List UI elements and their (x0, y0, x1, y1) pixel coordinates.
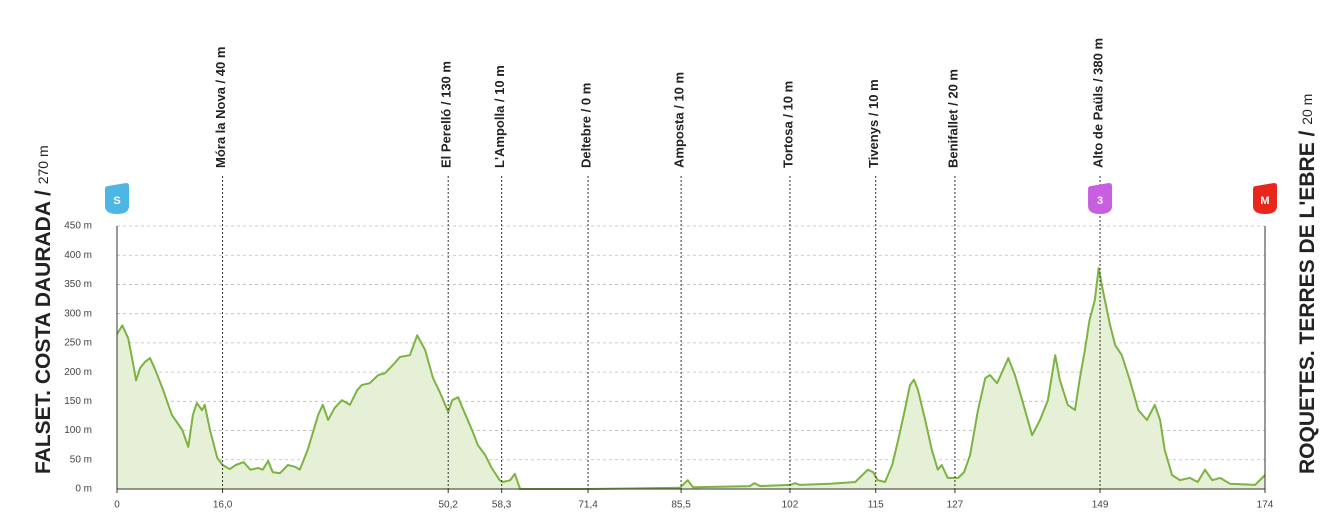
profile-area (117, 268, 1265, 489)
waypoint-label: L'Ampolla / 10 m (492, 65, 507, 168)
badge-label: S (113, 195, 120, 207)
y-tick-label: 0 m (75, 484, 92, 495)
waypoint-label: El Perelló / 130 m (439, 61, 454, 168)
y-tick-label: 400 m (64, 250, 92, 261)
x-tick-label: 115 (868, 500, 884, 511)
x-tick-label: 85,5 (671, 500, 691, 511)
waypoint-label: Alto de Paüls / 380 m (1090, 38, 1105, 168)
y-tick-label: 50 m (70, 454, 92, 465)
y-tick-label: 150 m (64, 396, 92, 407)
finish-altitude: 20 m (1299, 94, 1315, 125)
x-tick-label: 149 (1092, 500, 1109, 511)
waypoint-label: Tivenys / 10 m (866, 79, 881, 168)
y-tick-label: 200 m (64, 367, 92, 378)
finish-label: ROQUETES. TERRES DE L'EBRE / 20 m (1296, 94, 1319, 474)
y-tick-label: 350 m (64, 279, 92, 290)
x-tick-label: 127 (947, 500, 964, 511)
waypoint-label: Deltebre / 0 m (579, 83, 594, 168)
x-tick-label: 174 (1257, 500, 1274, 511)
badge (105, 183, 129, 214)
y-tick-label: 450 m (64, 221, 92, 232)
start-name: FALSET. COSTA DAURADA / (32, 190, 55, 474)
y-tick-label: 250 m (64, 338, 92, 349)
x-tick-label: 58,3 (492, 500, 512, 511)
start-altitude: 270 m (35, 145, 51, 184)
x-tick-label: 16,0 (213, 500, 233, 511)
profile-line (116, 267, 1266, 490)
x-tick-label: 71,4 (578, 500, 598, 511)
waypoint-label: Móra la Nova / 40 m (213, 47, 228, 168)
badge (1088, 183, 1113, 214)
x-tick-label: 0 (114, 500, 120, 511)
start-label: FALSET. COSTA DAURADA / 270 m (32, 145, 55, 474)
y-tick-label: 300 m (64, 308, 92, 319)
x-tick-label: 50,2 (438, 500, 458, 511)
badge-label: M (1260, 195, 1269, 207)
badge (1253, 183, 1277, 214)
y-tick-label: 100 m (64, 425, 92, 436)
waypoint-label: Amposta / 10 m (672, 72, 687, 168)
badge-label: 3 (1097, 195, 1103, 207)
x-tick-label: 102 (782, 500, 799, 511)
finish-name: ROQUETES. TERRES DE L'EBRE / (1296, 130, 1319, 474)
waypoint-label: Tortosa / 10 m (780, 81, 795, 168)
waypoint-label: Benifallet / 20 m (945, 69, 960, 168)
